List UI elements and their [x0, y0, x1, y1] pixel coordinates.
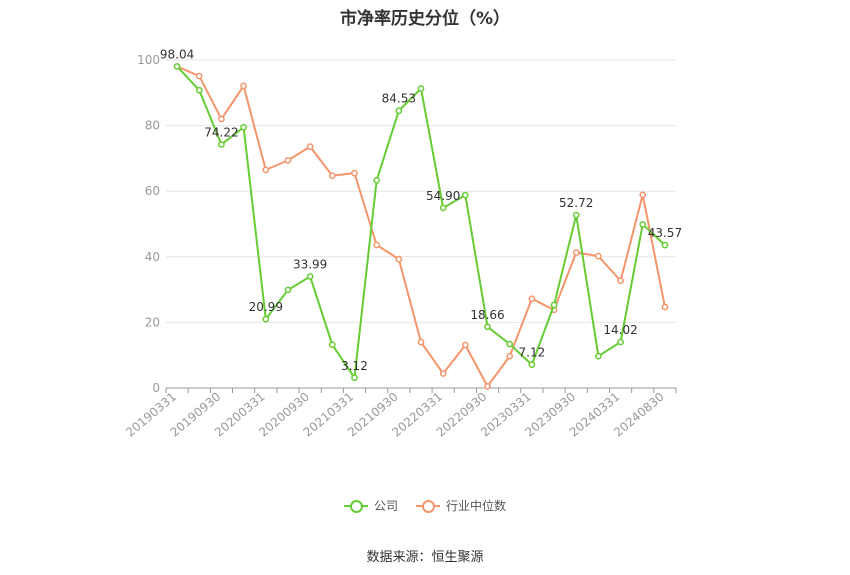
- data-label: 14.02: [603, 323, 637, 337]
- industry-series-point: [306, 143, 314, 150]
- industry-series-point: [639, 191, 647, 199]
- company-series-point: [572, 211, 580, 219]
- data-label: 84.53: [382, 92, 416, 106]
- company-series-point: [195, 86, 203, 94]
- y-tick-label: 0: [152, 381, 160, 395]
- data-label: 43.57: [648, 226, 682, 240]
- industry-series-point: [484, 383, 491, 390]
- industry-series-point: [417, 338, 425, 346]
- y-tick-label: 60: [145, 184, 160, 198]
- industry-series-point: [395, 255, 403, 263]
- company-series-point: [284, 286, 292, 294]
- legend-industry-label: 行业中位数: [446, 499, 507, 513]
- industry-series-point: [506, 352, 514, 360]
- data-label: 98.04: [160, 47, 194, 61]
- industry-series-point: [439, 370, 447, 377]
- company-series-point: [218, 141, 225, 148]
- company-series-point: [395, 107, 403, 115]
- industry-series-point: [262, 166, 270, 174]
- company-series-point: [461, 191, 469, 199]
- industry-series-point: [461, 341, 469, 349]
- industry-series-point: [240, 82, 247, 90]
- company-series-point: [617, 338, 624, 346]
- company-series-point: [417, 85, 425, 92]
- company-series-point: [595, 352, 602, 360]
- legend-company-marker: [343, 499, 368, 513]
- data-label: 33.99: [293, 258, 327, 272]
- y-tick-label: 20: [145, 315, 160, 329]
- data-label: 52.72: [559, 196, 593, 210]
- industry-series-point: [595, 252, 602, 260]
- industry-series-point: [351, 169, 358, 177]
- legend-industry-marker: [416, 499, 440, 513]
- industry-series-point: [218, 115, 225, 123]
- data-label: 3.12: [341, 359, 368, 373]
- company-series-point: [506, 340, 514, 348]
- legend-item-industry[interactable]: 行业中位数: [416, 497, 506, 514]
- company-series-point: [528, 361, 536, 368]
- industry-series-point: [528, 295, 536, 303]
- chart-title: 市净率历史分位（%）: [339, 9, 511, 29]
- company-series-point: [306, 273, 314, 280]
- data-label: 18.66: [470, 308, 504, 322]
- y-tick-label: 80: [145, 119, 160, 133]
- industry-series-point: [373, 241, 381, 249]
- industry-series-point: [284, 157, 292, 164]
- legend-item-company[interactable]: 公司: [343, 497, 398, 514]
- company-series-point: [373, 177, 381, 184]
- industry-series-point: [195, 72, 203, 80]
- industry-series-point: [572, 249, 580, 256]
- company-series-point: [661, 241, 669, 249]
- y-tick-label: 40: [145, 250, 160, 264]
- data-label: 20.99: [249, 300, 283, 314]
- industry-series-point: [661, 303, 669, 311]
- company-series-point: [262, 315, 270, 323]
- industry-series-point: [617, 277, 624, 285]
- data-label: 54.90: [426, 189, 460, 203]
- company-series-point: [639, 220, 647, 228]
- data-source-note: 数据来源：恒生聚源: [366, 550, 484, 565]
- company-series-point: [351, 374, 358, 382]
- legend-company-label: 公司: [373, 499, 398, 513]
- industry-series-line: [176, 65, 666, 388]
- y-tick-label: 100: [137, 53, 160, 67]
- data-label: 7.12: [519, 346, 546, 360]
- company-series-point: [240, 123, 247, 131]
- company-series-point: [484, 323, 491, 331]
- industry-series-point: [328, 172, 336, 180]
- data-label: 74.22: [204, 126, 238, 140]
- company-series-point: [173, 63, 181, 70]
- chart-legend: 公司 行业中位数: [0, 497, 850, 514]
- company-series-point: [550, 301, 558, 309]
- company-series-point: [439, 204, 447, 212]
- company-series-point: [328, 341, 336, 349]
